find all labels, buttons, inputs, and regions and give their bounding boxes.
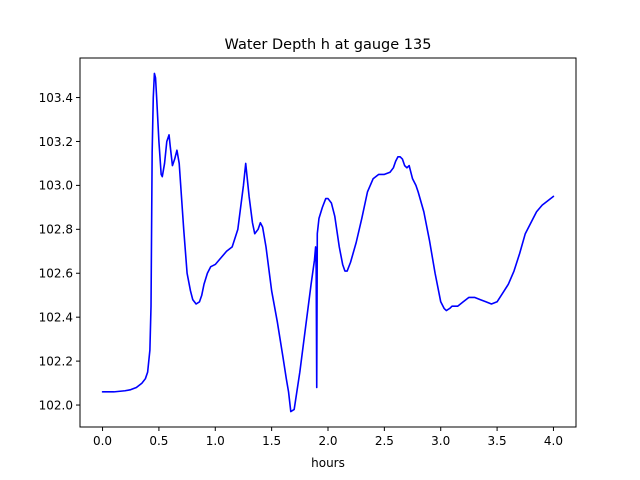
y-tick-label: 102.6 bbox=[39, 267, 73, 281]
x-tick-label: 2.0 bbox=[318, 434, 337, 448]
x-tick-label: 4.0 bbox=[544, 434, 563, 448]
chart-title: Water Depth h at gauge 135 bbox=[225, 37, 432, 53]
x-axis-label: hours bbox=[311, 456, 345, 470]
y-tick-label: 102.2 bbox=[39, 354, 73, 368]
x-tick-label: 2.5 bbox=[375, 434, 394, 448]
x-tick-label: 3.5 bbox=[488, 434, 507, 448]
y-tick-label: 103.2 bbox=[39, 135, 73, 149]
x-tick-label: 3.0 bbox=[431, 434, 450, 448]
x-axis: 0.0 0.5 1.0 1.5 2.0 2.5 3.0 3.5 4.0 bbox=[93, 427, 563, 448]
y-axis: 102.0 102.2 102.4 102.6 102.8 103.0 103.2 103.4 bbox=[39, 91, 80, 412]
y-tick-label: 103.4 bbox=[39, 91, 73, 105]
x-tick-label: 0.5 bbox=[149, 434, 168, 448]
x-tick-label: 1.5 bbox=[262, 434, 281, 448]
y-tick-label: 102.0 bbox=[39, 398, 73, 412]
x-tick-label: 1.0 bbox=[206, 434, 225, 448]
y-tick-label: 103.0 bbox=[39, 179, 73, 193]
x-tick-label: 0.0 bbox=[93, 434, 112, 448]
series-layer bbox=[101, 72, 555, 413]
series-line bbox=[101, 72, 555, 413]
y-tick-label: 102.4 bbox=[39, 310, 73, 324]
y-tick-label: 102.8 bbox=[39, 223, 73, 237]
